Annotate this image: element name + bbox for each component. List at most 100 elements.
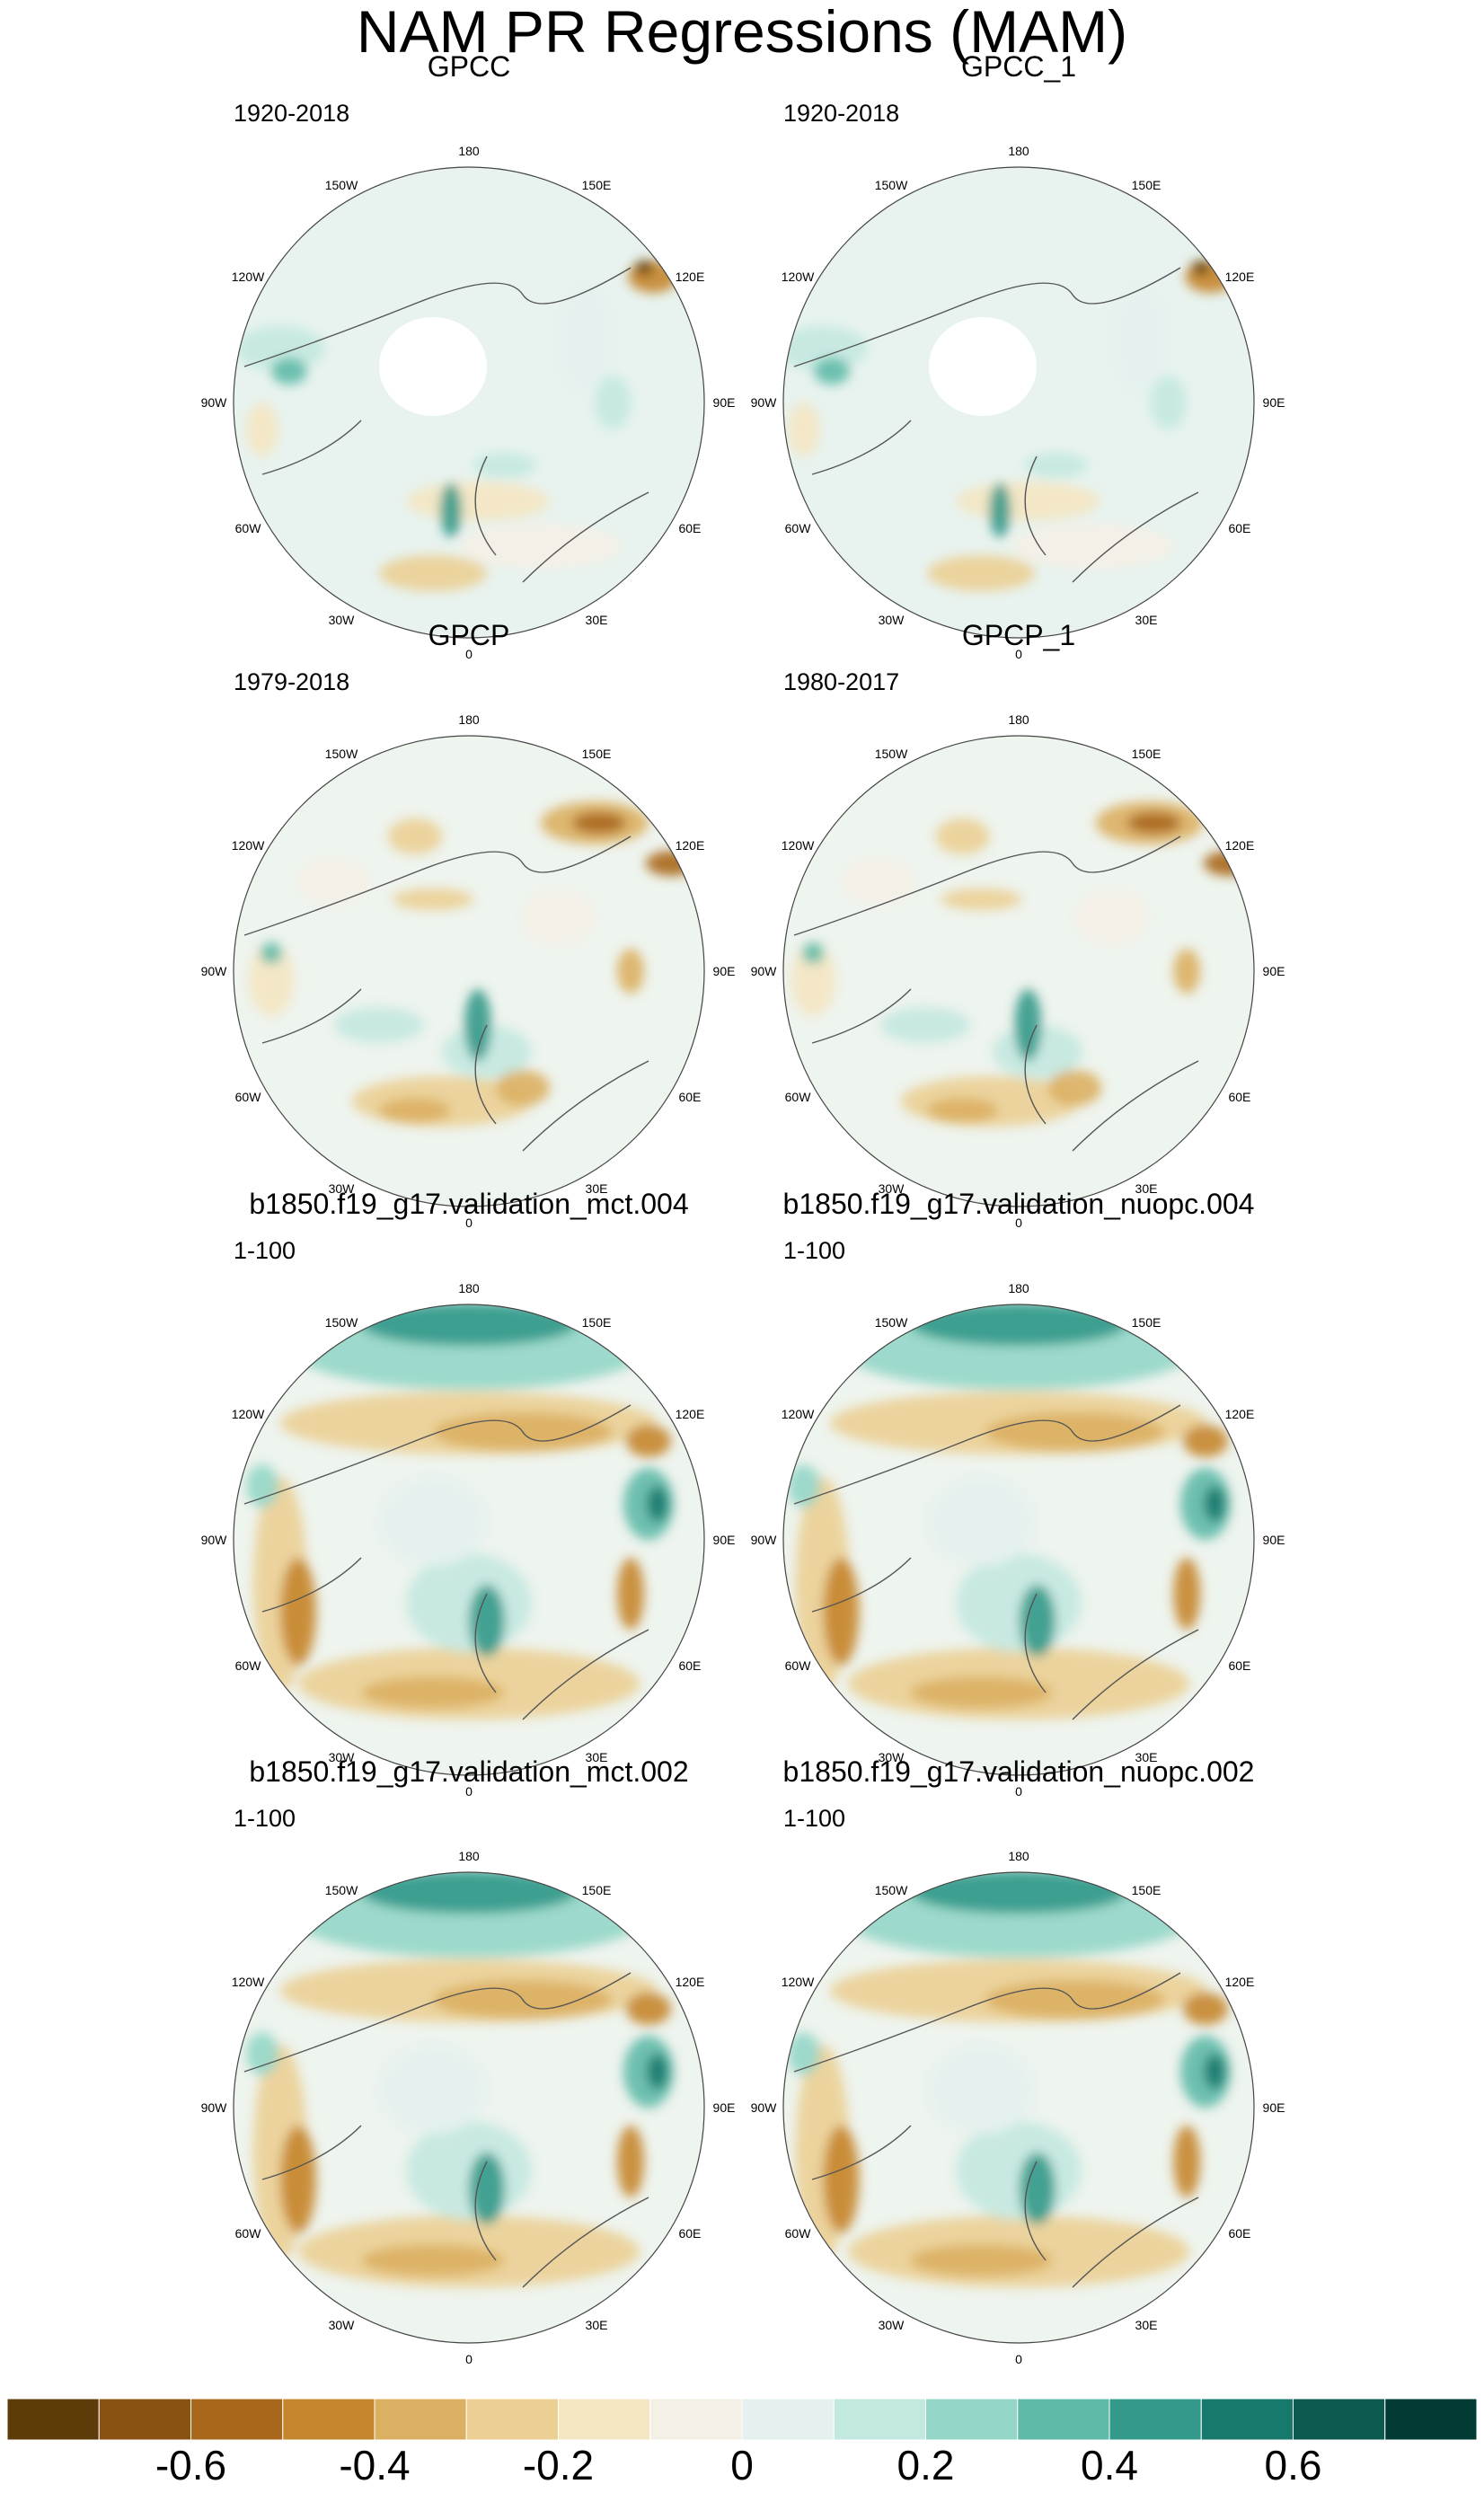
regression-field-blob: [787, 1464, 820, 1507]
regression-field-blob: [246, 2032, 278, 2075]
colorbar-swatch: [1109, 2399, 1202, 2440]
longitude-label: 180: [1008, 144, 1029, 158]
colorbar-swatch: [925, 2399, 1019, 2440]
longitude-label: 120E: [675, 270, 705, 284]
longitude-label: 90E: [712, 1533, 736, 1547]
longitude-label: 90W: [200, 2100, 227, 2115]
regression-field-blob: [1173, 2126, 1201, 2197]
regression-field-blob: [361, 1304, 577, 1346]
regression-field-blob: [235, 326, 325, 371]
coastline: [793, 835, 1199, 1152]
regression-field-blob: [406, 2121, 532, 2220]
longitude-label: 60W: [784, 1090, 811, 1104]
colorbar-tick-label: 0.6: [1264, 2442, 1322, 2489]
longitude-label: 0: [1015, 2352, 1022, 2366]
regression-field-blob: [1204, 2054, 1226, 2090]
longitude-label: 30E: [585, 613, 608, 628]
longitude-label: 90E: [1262, 964, 1285, 978]
longitude-label: 120W: [781, 270, 815, 284]
colorbar-swatch: [558, 2399, 651, 2440]
longitude-label: 150E: [581, 177, 612, 192]
longitude-label: 90W: [200, 395, 227, 410]
regression-field-blob: [1183, 1425, 1228, 1457]
longitude-label: 60E: [678, 1658, 702, 1673]
coastline: [793, 1404, 1199, 1720]
regression-field-blob: [909, 1676, 1054, 1709]
longitude-label: 60W: [784, 521, 811, 535]
regression-field-blob: [1126, 812, 1181, 834]
longitude-label: 60W: [784, 2226, 811, 2241]
regression-field-blob: [647, 1486, 668, 1522]
longitude-label: 0: [465, 1216, 473, 1230]
panel-title: b1850.f19_g17.validation_nuopc.004: [782, 1188, 1255, 1220]
longitude-label: 180: [1008, 1281, 1029, 1295]
regression-field-blob: [246, 1464, 278, 1507]
regression-field-blob: [261, 942, 282, 964]
regression-field-blob: [647, 2054, 668, 2090]
map-boundary: [233, 735, 705, 1207]
longitude-label: 90E: [1262, 1533, 1285, 1547]
longitude-label: 90E: [712, 2100, 736, 2115]
regression-field-blob: [626, 1425, 671, 1457]
longitude-label: 180: [458, 144, 480, 158]
regression-field-blob: [927, 555, 1036, 591]
map-boundary: [782, 735, 1255, 1207]
regression-field-blob: [635, 261, 653, 275]
panel-title: GPCC: [427, 50, 511, 83]
regression-field-blob: [843, 859, 914, 904]
regression-field-blob: [985, 1980, 1165, 2020]
regression-field-blob: [361, 1872, 577, 1914]
longitude-label: 90E: [1262, 395, 1285, 410]
regression-field-blob: [787, 402, 820, 456]
longitude-label: 30E: [1135, 613, 1158, 628]
regression-field-blob: [379, 1098, 451, 1123]
regression-field-blob: [911, 1872, 1126, 1914]
regression-field-blob: [1173, 1558, 1201, 1630]
longitude-label: 90W: [750, 964, 777, 978]
map-boundary: [233, 1871, 705, 2344]
colorbar-tick-label: 0.4: [1081, 2442, 1138, 2489]
longitude-label: 90E: [712, 964, 736, 978]
coastline: [243, 267, 649, 583]
panel-period: 1920-2018: [234, 100, 350, 127]
longitude-label: 60E: [1228, 2226, 1251, 2241]
polar-map: [782, 166, 1255, 639]
colorbar-tick-label: 0: [730, 2442, 754, 2489]
regression-field-blob: [956, 1553, 1082, 1652]
regression-field-blob: [880, 1007, 970, 1043]
longitude-label: 120W: [781, 1975, 815, 1989]
colorbar: [7, 2399, 1477, 2440]
longitude-label: 120W: [231, 1975, 265, 1989]
longitude-label: 0: [1015, 1784, 1022, 1799]
panel-title: b1850.f19_g17.validation_nuopc.002: [782, 1755, 1255, 1788]
panel-title: b1850.f19_g17.validation_mct.002: [249, 1755, 689, 1788]
regression-field-blob: [246, 402, 278, 456]
regression-field-blob: [406, 1553, 532, 1652]
longitude-label: 30E: [1135, 1181, 1158, 1197]
regression-field-blob: [1012, 524, 1175, 569]
longitude-label: 60E: [1228, 1658, 1251, 1673]
regression-field-blob: [271, 358, 307, 385]
polar-map: [233, 1304, 705, 1776]
longitude-label: 0: [1015, 1216, 1022, 1230]
map-boundary: [233, 166, 705, 639]
panel-title: GPCC_1: [960, 50, 1077, 83]
colorbar-tick-label: -0.4: [339, 2442, 411, 2489]
coastline: [243, 1972, 649, 2288]
polar-map: [782, 735, 1255, 1207]
regression-field-blob: [926, 1098, 999, 1123]
longitude-label: 120E: [675, 1975, 705, 1989]
map-boundary: [782, 166, 1255, 639]
regression-field-blob: [802, 942, 825, 964]
panel-period: 1980-2017: [783, 668, 900, 695]
longitude-label: 30E: [585, 1750, 608, 1765]
regression-field-blob: [909, 2244, 1054, 2276]
longitude-label: 90W: [200, 1533, 227, 1547]
panel-title: b1850.f19_g17.validation_mct.004: [249, 1188, 689, 1220]
colorbar-swatch: [1293, 2399, 1386, 2440]
panel-period: 1-100: [234, 1237, 296, 1264]
regression-field-blob: [361, 1676, 505, 1709]
regression-field-blob: [595, 376, 631, 429]
longitude-label: 150W: [874, 1314, 908, 1330]
regression-field-blob: [1183, 1993, 1228, 2025]
